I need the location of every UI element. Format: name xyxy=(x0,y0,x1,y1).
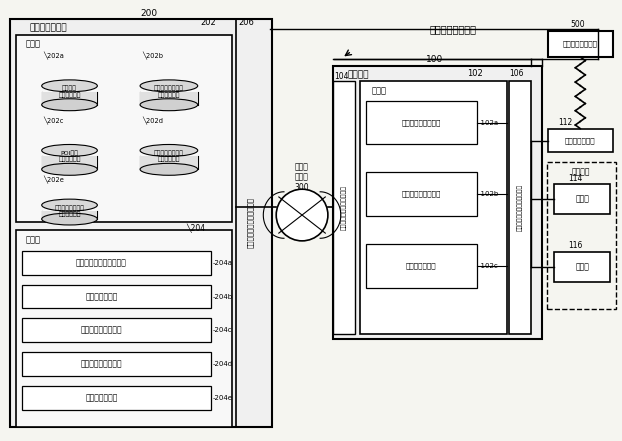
Text: 出力情報生成部: 出力情報生成部 xyxy=(85,393,118,402)
Bar xyxy=(549,31,613,57)
Text: POI情報
データベース: POI情報 データベース xyxy=(58,150,81,162)
Text: 情報処理システム: 情報処理システム xyxy=(429,24,476,34)
Bar xyxy=(549,129,613,153)
Text: -102c: -102c xyxy=(479,263,499,269)
Text: 200: 200 xyxy=(141,9,157,18)
Bar xyxy=(16,230,233,427)
Text: -204e: -204e xyxy=(213,395,233,401)
Text: 位置情報取得部: 位置情報取得部 xyxy=(565,137,596,144)
Text: 通信制御インタフェース部: 通信制御インタフェース部 xyxy=(247,198,254,248)
Text: 経路探索要求情報取得部: 経路探索要求情報取得部 xyxy=(76,258,127,267)
Text: ╲202c: ╲202c xyxy=(44,116,64,125)
Bar xyxy=(22,318,211,342)
Text: 情報処理サーバ: 情報処理サーバ xyxy=(30,24,67,33)
Ellipse shape xyxy=(140,163,198,175)
Text: 記憶部: 記憶部 xyxy=(26,40,41,49)
Text: 端末装置: 端末装置 xyxy=(348,71,369,79)
Text: -204b: -204b xyxy=(213,294,233,299)
Text: -204c: -204c xyxy=(213,327,232,333)
Text: 経路探索条件設定部: 経路探索条件設定部 xyxy=(402,120,441,126)
Bar xyxy=(360,81,507,334)
Bar xyxy=(16,35,233,222)
Text: 出力部: 出力部 xyxy=(575,262,589,271)
Ellipse shape xyxy=(140,80,198,92)
Ellipse shape xyxy=(42,199,98,211)
Text: ╲204: ╲204 xyxy=(187,223,206,232)
Bar xyxy=(554,184,610,214)
Text: ╲202a: ╲202a xyxy=(44,52,65,60)
Ellipse shape xyxy=(140,99,198,111)
Text: 104: 104 xyxy=(334,72,348,82)
Text: ╲202d: ╲202d xyxy=(142,116,163,125)
Text: 通信制御インタフェース部: 通信制御インタフェース部 xyxy=(341,185,346,230)
Text: 114: 114 xyxy=(569,174,583,183)
Text: 混雑予測対象設定部: 混雑予測対象設定部 xyxy=(402,191,441,198)
Bar xyxy=(366,172,477,216)
Text: 経路探索結果ログ
データベース: 経路探索結果ログ データベース xyxy=(55,205,85,217)
Text: -102b: -102b xyxy=(479,191,499,197)
Bar xyxy=(10,19,272,427)
Bar xyxy=(22,352,211,376)
Text: 位置情報発信装置: 位置情報発信装置 xyxy=(563,41,598,48)
Text: 経路探索要求ログ
データベース: 経路探索要求ログ データベース xyxy=(154,150,184,162)
Text: -204a: -204a xyxy=(213,260,233,266)
Text: 500: 500 xyxy=(570,20,585,29)
Text: -102a: -102a xyxy=(479,120,499,126)
Text: 102: 102 xyxy=(467,69,483,78)
Polygon shape xyxy=(42,211,98,219)
Polygon shape xyxy=(140,92,198,105)
Text: 出力情報取得部: 出力情報取得部 xyxy=(406,262,437,269)
Bar xyxy=(22,284,211,308)
Bar xyxy=(547,162,616,310)
Bar xyxy=(509,81,531,334)
Text: -204d: -204d xyxy=(213,361,233,367)
Bar xyxy=(333,81,355,334)
Text: 混雑予測対象受付部: 混雑予測対象受付部 xyxy=(80,326,122,335)
Text: 112: 112 xyxy=(559,118,573,127)
Text: 経路情報取得部: 経路情報取得部 xyxy=(85,292,118,301)
Bar xyxy=(554,252,610,282)
Text: 入力部: 入力部 xyxy=(575,194,589,204)
Text: 入出力部: 入出力部 xyxy=(572,168,590,177)
Text: 混雑予測情報生成部: 混雑予測情報生成部 xyxy=(80,359,122,369)
Bar xyxy=(366,244,477,288)
Text: 202: 202 xyxy=(201,18,216,27)
Ellipse shape xyxy=(140,145,198,157)
Text: ╲202e: ╲202e xyxy=(44,176,65,184)
Polygon shape xyxy=(42,157,98,169)
Ellipse shape xyxy=(42,99,98,111)
Bar xyxy=(22,386,211,410)
Text: 制御部: 制御部 xyxy=(371,86,387,95)
Ellipse shape xyxy=(276,189,328,241)
Text: ネットワーク情報
データベース: ネットワーク情報 データベース xyxy=(154,86,184,98)
Ellipse shape xyxy=(42,163,98,175)
Ellipse shape xyxy=(42,213,98,225)
Polygon shape xyxy=(42,92,98,105)
Bar xyxy=(333,66,542,339)
Text: ╲202b: ╲202b xyxy=(142,52,163,60)
Text: 206: 206 xyxy=(238,18,254,27)
Text: 116: 116 xyxy=(569,241,583,250)
Bar xyxy=(22,251,211,275)
Text: ネット
ワーク
300: ネット ワーク 300 xyxy=(295,162,309,192)
Text: 地図情報
データベース: 地図情報 データベース xyxy=(58,86,81,98)
Text: 入出力制御インタフェース部: 入出力制御インタフェース部 xyxy=(517,183,522,231)
Text: 制御部: 制御部 xyxy=(26,235,41,244)
Text: 106: 106 xyxy=(509,69,523,78)
Ellipse shape xyxy=(42,80,98,92)
Text: 100: 100 xyxy=(425,55,443,64)
Polygon shape xyxy=(140,157,198,169)
Ellipse shape xyxy=(42,145,98,157)
Bar xyxy=(366,101,477,145)
